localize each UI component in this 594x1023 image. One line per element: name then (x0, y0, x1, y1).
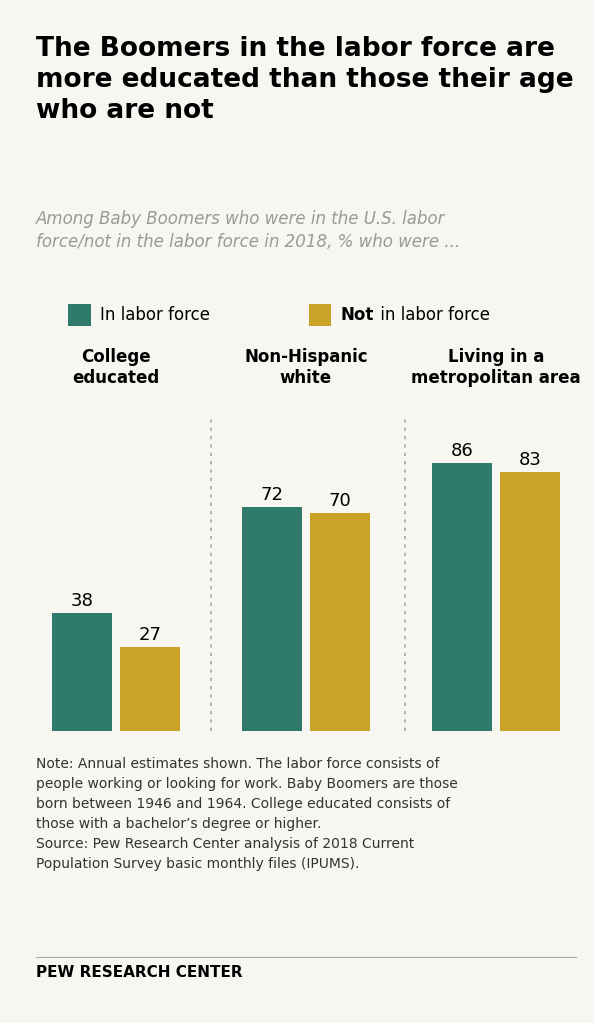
Bar (432, 463, 492, 731)
Text: 83: 83 (519, 451, 542, 470)
Bar (120, 648, 180, 731)
Text: Among Baby Boomers who were in the U.S. labor
force/not in the labor force in 20: Among Baby Boomers who were in the U.S. … (36, 210, 460, 252)
Text: In labor force: In labor force (100, 306, 210, 324)
Bar (52, 613, 112, 731)
Text: 86: 86 (451, 442, 473, 460)
Text: The Boomers in the labor force are
more educated than those their age
who are no: The Boomers in the labor force are more … (36, 36, 573, 124)
Text: 70: 70 (328, 492, 351, 509)
Text: 38: 38 (70, 591, 93, 610)
Text: in labor force: in labor force (375, 306, 490, 324)
Bar (310, 514, 370, 731)
Text: Not: Not (340, 306, 374, 324)
Text: PEW RESEARCH CENTER: PEW RESEARCH CENTER (36, 965, 242, 980)
Bar (500, 473, 560, 731)
Text: Living in a
metropolitan area: Living in a metropolitan area (411, 348, 581, 387)
Text: Note: Annual estimates shown. The labor force consists of
people working or look: Note: Annual estimates shown. The labor … (36, 757, 457, 872)
Text: 72: 72 (260, 486, 283, 503)
Text: 27: 27 (138, 626, 161, 644)
Bar (242, 506, 302, 731)
Text: Non-Hispanic
white: Non-Hispanic white (244, 348, 368, 387)
Text: College
educated: College educated (72, 348, 159, 387)
